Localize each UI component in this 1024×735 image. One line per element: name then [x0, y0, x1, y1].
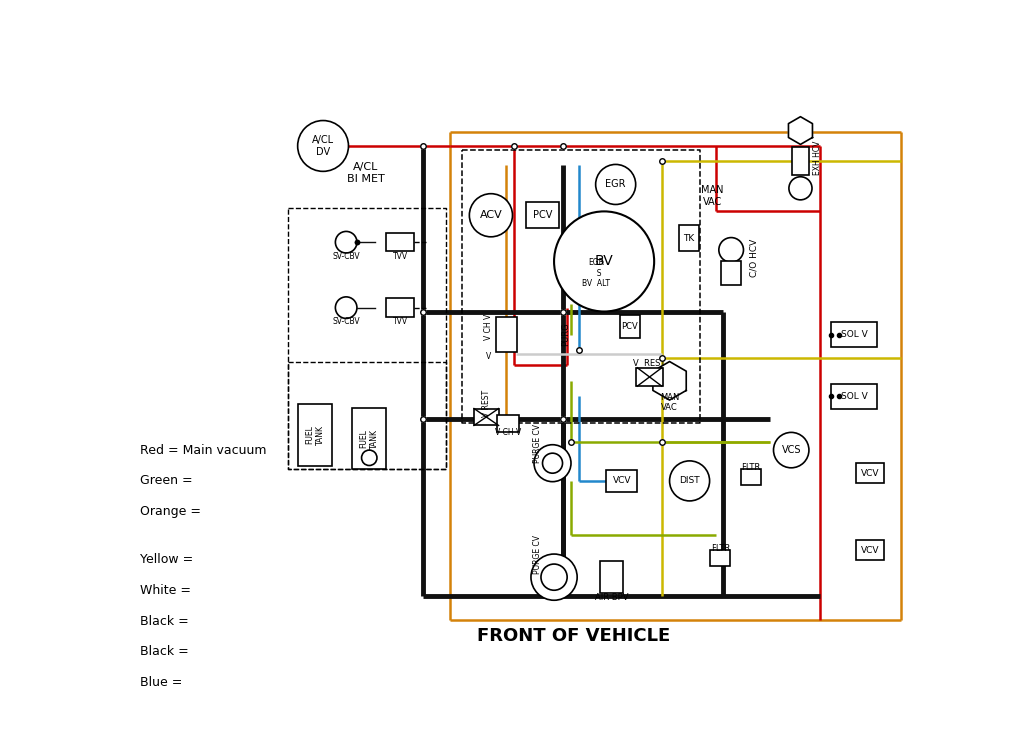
FancyBboxPatch shape [792, 148, 809, 175]
Text: TVV: TVV [392, 317, 408, 326]
Text: BV: BV [595, 254, 613, 268]
Text: MAN
VAC: MAN VAC [659, 392, 679, 412]
Circle shape [596, 165, 636, 204]
Text: A/CL
BI MET: A/CL BI MET [346, 162, 384, 184]
Text: SV-CBV: SV-CBV [333, 317, 360, 326]
FancyBboxPatch shape [474, 409, 499, 426]
FancyBboxPatch shape [711, 551, 730, 566]
Text: Green =: Green = [140, 474, 193, 487]
Text: FLTR: FLTR [741, 462, 761, 472]
FancyBboxPatch shape [679, 225, 698, 251]
Text: EGR
  S
BV  ALT: EGR S BV ALT [583, 258, 610, 288]
FancyBboxPatch shape [636, 368, 664, 386]
Text: FUEL
TANK: FUEL TANK [305, 425, 325, 445]
Text: Yellow =: Yellow = [140, 553, 194, 566]
FancyBboxPatch shape [831, 384, 878, 409]
Text: PURG: PURG [561, 323, 570, 346]
Text: V CH V: V CH V [484, 314, 494, 340]
Circle shape [336, 297, 357, 318]
Text: Blue =: Blue = [140, 676, 182, 689]
FancyBboxPatch shape [831, 322, 878, 347]
Text: VCV: VCV [612, 476, 631, 485]
FancyBboxPatch shape [721, 261, 741, 285]
Text: DIST: DIST [679, 476, 699, 485]
FancyBboxPatch shape [606, 470, 637, 492]
FancyBboxPatch shape [856, 540, 884, 560]
FancyBboxPatch shape [526, 202, 559, 229]
FancyBboxPatch shape [741, 470, 761, 485]
Circle shape [469, 194, 512, 237]
Text: EGR: EGR [605, 179, 626, 190]
Text: Black =: Black = [140, 645, 188, 659]
Text: VCV: VCV [860, 469, 879, 478]
FancyBboxPatch shape [386, 298, 414, 317]
Text: PURGE CV: PURGE CV [532, 534, 542, 573]
FancyBboxPatch shape [620, 315, 640, 338]
Text: FLTR: FLTR [711, 544, 730, 553]
Text: White =: White = [140, 584, 190, 597]
FancyBboxPatch shape [856, 463, 884, 483]
FancyBboxPatch shape [497, 415, 518, 431]
Text: TK: TK [683, 234, 694, 243]
Text: Black =: Black = [140, 614, 188, 628]
Circle shape [361, 450, 377, 465]
Circle shape [719, 237, 743, 262]
Polygon shape [653, 362, 686, 400]
Text: MAN
VAC: MAN VAC [701, 185, 724, 207]
Text: VCS: VCS [781, 445, 801, 455]
Text: A/CL
DV: A/CL DV [312, 135, 334, 157]
Text: SOL V: SOL V [841, 330, 867, 339]
Text: V REST: V REST [482, 390, 490, 417]
Circle shape [541, 564, 567, 590]
Text: AIR BPV: AIR BPV [595, 593, 629, 603]
FancyBboxPatch shape [600, 561, 624, 593]
Circle shape [670, 461, 710, 501]
Text: TVV: TVV [392, 251, 408, 261]
Circle shape [773, 432, 809, 467]
Text: FUEL
TANK: FUEL TANK [359, 429, 379, 448]
Text: VCV: VCV [860, 545, 879, 555]
Text: FRONT OF VEHICLE: FRONT OF VEHICLE [477, 628, 670, 645]
Text: V CH V: V CH V [495, 428, 521, 437]
Text: Red = Main vacuum: Red = Main vacuum [140, 444, 266, 456]
Text: EXH HCV: EXH HCV [813, 140, 822, 175]
Circle shape [298, 121, 348, 171]
Text: V  REST: V REST [634, 359, 666, 368]
Text: Orange =: Orange = [140, 505, 201, 518]
Polygon shape [788, 117, 812, 144]
Text: PCV: PCV [532, 210, 552, 220]
FancyBboxPatch shape [496, 318, 517, 352]
Circle shape [535, 445, 571, 481]
Text: SOL V: SOL V [841, 392, 867, 401]
Text: PURGE CV: PURGE CV [532, 424, 542, 464]
Circle shape [543, 453, 562, 473]
Circle shape [788, 176, 812, 200]
Circle shape [554, 212, 654, 312]
Circle shape [531, 554, 578, 600]
Text: V: V [486, 351, 492, 361]
FancyBboxPatch shape [352, 408, 386, 470]
Text: ACV: ACV [479, 210, 503, 220]
FancyBboxPatch shape [386, 233, 414, 251]
FancyBboxPatch shape [298, 404, 333, 465]
Circle shape [336, 232, 357, 253]
Text: C/O HCV: C/O HCV [750, 238, 759, 276]
Text: PCV: PCV [622, 323, 638, 331]
Text: SV-CBV: SV-CBV [333, 251, 360, 261]
